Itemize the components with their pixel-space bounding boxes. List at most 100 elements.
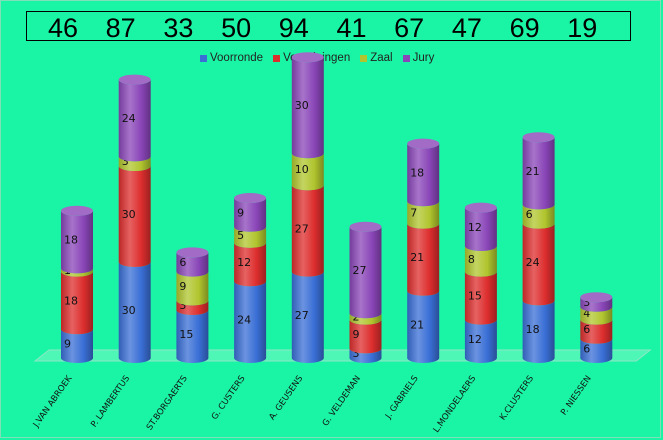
- bar-segment: [522, 137, 555, 210]
- bar-segment: [580, 338, 613, 363]
- bar-segment: [234, 226, 267, 248]
- data-label: 30: [122, 304, 136, 317]
- data-label: 3: [122, 155, 129, 168]
- legend-item: Voorronde: [200, 50, 263, 66]
- data-label: 27: [295, 222, 309, 235]
- data-label: 6: [526, 208, 533, 221]
- data-label: 9: [64, 338, 71, 351]
- category-label: ST.BORGAERTS: [145, 374, 190, 432]
- data-label: 9: [353, 328, 360, 341]
- data-label: 10: [295, 163, 309, 176]
- bar-segment: [522, 223, 555, 306]
- bar-segment: [118, 262, 151, 363]
- bar-segment: [464, 246, 497, 277]
- bar-segment: [407, 290, 440, 363]
- legend-swatch: [273, 54, 281, 62]
- bar-segment: [234, 198, 267, 232]
- bar-cap: [118, 74, 151, 85]
- bar-group: 12 15 8 12: [464, 202, 497, 363]
- legend-label: Jury: [412, 52, 435, 64]
- bar-segment: [580, 319, 613, 344]
- data-label: 8: [468, 253, 475, 266]
- bar-segment: [291, 57, 324, 159]
- data-label: 4: [583, 307, 590, 320]
- bar-group: 30 30 3 24: [118, 74, 151, 363]
- total-value: 87: [105, 13, 136, 43]
- bar-segment: [291, 185, 324, 277]
- data-label: 18: [64, 234, 78, 247]
- bar-segment: [522, 300, 555, 363]
- category-label: K.CLUSTERS: [498, 374, 536, 422]
- data-label: 21: [410, 251, 424, 264]
- bar-group: 18 24 6 21: [522, 132, 555, 363]
- bar-cap: [291, 52, 324, 63]
- bar-group: 24 12 5 9: [234, 193, 267, 363]
- data-label: 3: [179, 299, 186, 312]
- category-label: L.MONDELAERS: [432, 374, 479, 435]
- bar-segment: [464, 271, 497, 325]
- category-label: A. GEUSENS: [267, 374, 305, 422]
- data-label: 3: [353, 347, 360, 360]
- data-label: 30: [122, 208, 136, 221]
- legend-swatch: [360, 54, 368, 62]
- data-label: 18: [64, 294, 78, 307]
- bar-segment: [580, 306, 613, 325]
- bar-segment: [61, 329, 93, 363]
- data-label: 6: [179, 256, 186, 269]
- bar-cap: [61, 205, 93, 216]
- bar-cap: [407, 138, 440, 149]
- bar-group: 918118: [61, 205, 93, 363]
- bar-segment: [464, 207, 497, 251]
- bar-group: 39227: [349, 221, 382, 363]
- data-label: 7: [410, 206, 417, 219]
- data-label: 27: [353, 264, 367, 277]
- bar-segment: [349, 348, 382, 363]
- bar-segment: [176, 300, 209, 315]
- legend-label: Voorronde: [210, 52, 264, 64]
- bar-group: 6 6 43: [580, 292, 613, 363]
- data-label: 12: [468, 333, 482, 346]
- bar-segment: [61, 271, 93, 335]
- total-value: 50: [221, 13, 252, 43]
- bar-segment: [464, 319, 497, 363]
- total-value: 47: [451, 13, 482, 43]
- bar-segment: [291, 153, 324, 191]
- data-label: 24: [526, 256, 540, 269]
- data-label: 6: [583, 342, 590, 355]
- bar-group: 15 3 9 6: [176, 247, 209, 363]
- legend-swatch: [402, 54, 410, 62]
- bar-segment: [234, 242, 267, 287]
- total-value: 46: [47, 13, 79, 43]
- data-label: 5: [237, 229, 244, 242]
- bar-cap: [234, 193, 267, 203]
- bar-segment: [407, 223, 440, 296]
- data-label: 9: [237, 206, 244, 219]
- legend-item: Jury: [402, 50, 435, 66]
- category-label: P. LAMBERTUS: [89, 374, 132, 429]
- bar-segment: [176, 271, 209, 306]
- legend-item: Zaal: [360, 50, 393, 66]
- bar-group: 27 27 10 30: [291, 52, 324, 363]
- category-label: G. VELDEMAN: [321, 374, 363, 428]
- bar-segment: [176, 252, 209, 277]
- bar-segment: [234, 281, 267, 363]
- category-label: J.VAN ABROEK: [31, 374, 75, 430]
- total-value: 67: [394, 13, 425, 43]
- bar-segment: [407, 201, 440, 229]
- category-label: G. CUSTERS: [210, 374, 248, 422]
- data-label: 30: [295, 99, 309, 112]
- bar-group: 21 21 7 18: [407, 138, 440, 363]
- bar-cap: [580, 292, 613, 303]
- total-value: 69: [509, 13, 540, 43]
- total-value: 19: [567, 13, 598, 43]
- category-label: J. GABRIELS: [383, 374, 420, 422]
- bar-segment: [61, 268, 93, 277]
- bar-cap: [464, 202, 497, 213]
- bar-segment: [118, 156, 151, 171]
- bar-segment: [349, 313, 382, 325]
- data-label: 24: [122, 112, 136, 125]
- data-label: 21: [526, 165, 540, 178]
- bar-segment: [349, 319, 382, 354]
